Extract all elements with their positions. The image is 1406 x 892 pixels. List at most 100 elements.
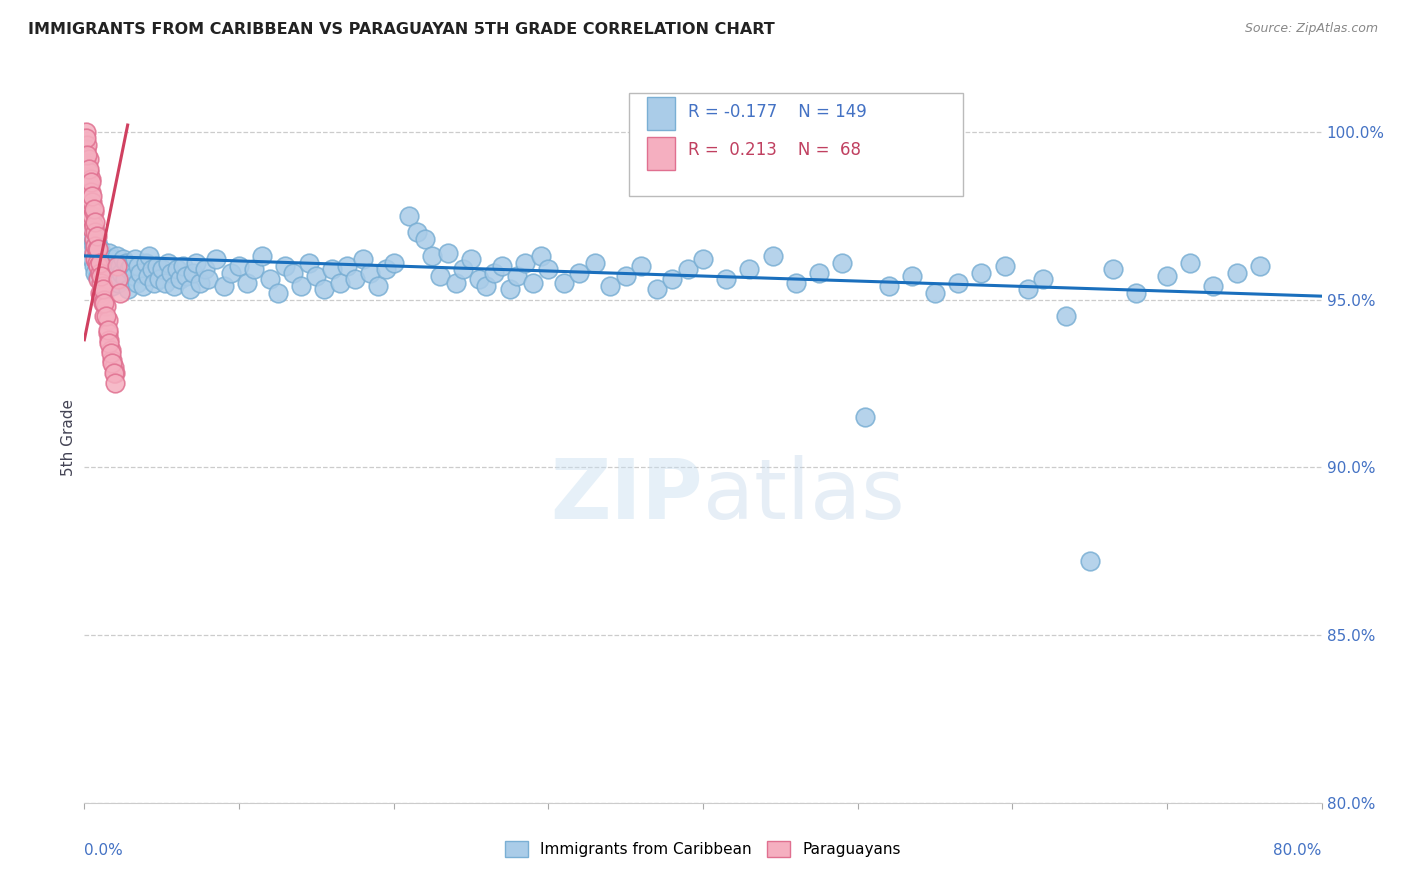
- Text: atlas: atlas: [703, 455, 904, 536]
- Point: [77, 178, 100, 193]
- Point: [1156, 268, 1178, 283]
- Point: [406, 226, 429, 240]
- Point: [166, 262, 188, 277]
- Text: R = -0.177    N = 149: R = -0.177 N = 149: [688, 103, 868, 120]
- Point: [156, 255, 179, 269]
- Point: [422, 249, 444, 263]
- Point: [924, 285, 946, 300]
- Point: [1180, 255, 1202, 269]
- Point: [105, 259, 128, 273]
- Point: [499, 282, 522, 296]
- Point: [86, 255, 108, 269]
- Point: [360, 266, 382, 280]
- Point: [336, 259, 359, 273]
- Point: [228, 259, 250, 273]
- Point: [82, 228, 104, 243]
- Point: [103, 259, 125, 273]
- Point: [97, 312, 120, 326]
- Point: [132, 279, 155, 293]
- Point: [83, 239, 105, 253]
- Point: [661, 272, 683, 286]
- Point: [221, 266, 243, 280]
- Point: [91, 259, 114, 273]
- Point: [77, 165, 100, 179]
- Point: [148, 272, 170, 286]
- Point: [91, 296, 114, 310]
- Point: [79, 185, 101, 199]
- Point: [93, 249, 115, 263]
- Point: [97, 255, 120, 269]
- Text: 80.0%: 80.0%: [1274, 843, 1322, 858]
- Point: [429, 268, 451, 283]
- Point: [1249, 259, 1271, 273]
- Point: [321, 262, 343, 277]
- Point: [98, 336, 121, 351]
- Point: [205, 252, 228, 267]
- Point: [184, 255, 207, 269]
- Point: [298, 255, 321, 269]
- Point: [90, 252, 112, 267]
- Point: [91, 282, 114, 296]
- Point: [283, 266, 305, 280]
- Point: [948, 276, 970, 290]
- Point: [135, 255, 157, 269]
- Point: [100, 346, 122, 360]
- Point: [82, 222, 104, 236]
- Point: [252, 249, 274, 263]
- Point: [172, 259, 194, 273]
- Point: [1226, 266, 1249, 280]
- Point: [179, 282, 201, 296]
- Point: [84, 226, 107, 240]
- Point: [77, 161, 100, 176]
- Point: [398, 209, 420, 223]
- Point: [112, 252, 135, 267]
- Point: [79, 242, 101, 256]
- Point: [375, 262, 398, 277]
- Point: [76, 219, 98, 233]
- Point: [90, 289, 112, 303]
- Point: [553, 276, 575, 290]
- Legend: Immigrants from Caribbean, Paraguayans: Immigrants from Caribbean, Paraguayans: [498, 833, 908, 864]
- Point: [76, 138, 98, 153]
- Point: [97, 326, 120, 340]
- Point: [738, 262, 761, 277]
- Point: [1102, 262, 1125, 277]
- Point: [994, 259, 1017, 273]
- Point: [124, 252, 146, 267]
- Point: [506, 268, 529, 283]
- Point: [107, 272, 129, 286]
- Point: [77, 232, 100, 246]
- Point: [83, 202, 105, 216]
- Point: [468, 272, 491, 286]
- Point: [75, 198, 97, 212]
- Point: [537, 262, 560, 277]
- Point: [197, 272, 219, 286]
- Point: [344, 272, 367, 286]
- Point: [115, 255, 138, 269]
- Point: [212, 279, 235, 293]
- Point: [101, 352, 124, 367]
- Point: [243, 262, 266, 277]
- Text: Source: ZipAtlas.com: Source: ZipAtlas.com: [1244, 22, 1378, 36]
- Point: [87, 249, 110, 263]
- Point: [169, 272, 191, 286]
- Point: [90, 268, 112, 283]
- Point: [77, 209, 100, 223]
- Point: [79, 171, 101, 186]
- Point: [83, 205, 105, 219]
- Point: [77, 152, 100, 166]
- Point: [267, 285, 290, 300]
- Text: 0.0%: 0.0%: [84, 843, 124, 858]
- Bar: [647, 97, 675, 130]
- Point: [86, 235, 108, 250]
- Point: [97, 272, 120, 286]
- Point: [236, 276, 259, 290]
- Point: [901, 268, 924, 283]
- Point: [93, 296, 115, 310]
- Point: [855, 409, 877, 424]
- Text: ZIP: ZIP: [551, 455, 703, 536]
- Point: [188, 276, 212, 290]
- Point: [83, 222, 105, 236]
- Point: [530, 249, 553, 263]
- Point: [83, 232, 105, 246]
